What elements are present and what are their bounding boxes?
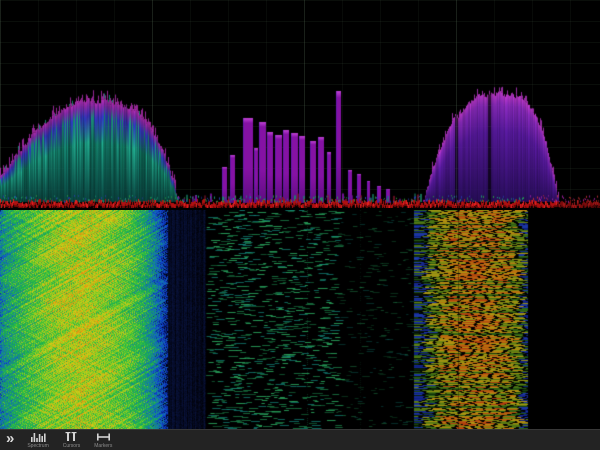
toolbar-item-spectrum[interactable]: Spectrum [27,432,49,449]
toolbar-item-markers[interactable]: Markers [94,432,112,449]
toolbar-item-label: Markers [94,443,113,449]
toolbar-item-label: Spectrum [27,443,49,449]
waterfall-display[interactable] [0,210,600,429]
toolbar-expand-button[interactable]: » [6,430,14,447]
spectrum-display[interactable] [0,0,600,208]
markers-icon [96,433,110,441]
spectrum-bars-icon [31,433,46,442]
double-chevron-icon: » [6,430,14,447]
cursors-icon [65,432,77,441]
toolbar-item-cursors[interactable]: Cursors [62,432,81,449]
toolbar-item-label: Cursors [62,443,81,449]
bottom-toolbar: » Spectrum [0,429,600,450]
